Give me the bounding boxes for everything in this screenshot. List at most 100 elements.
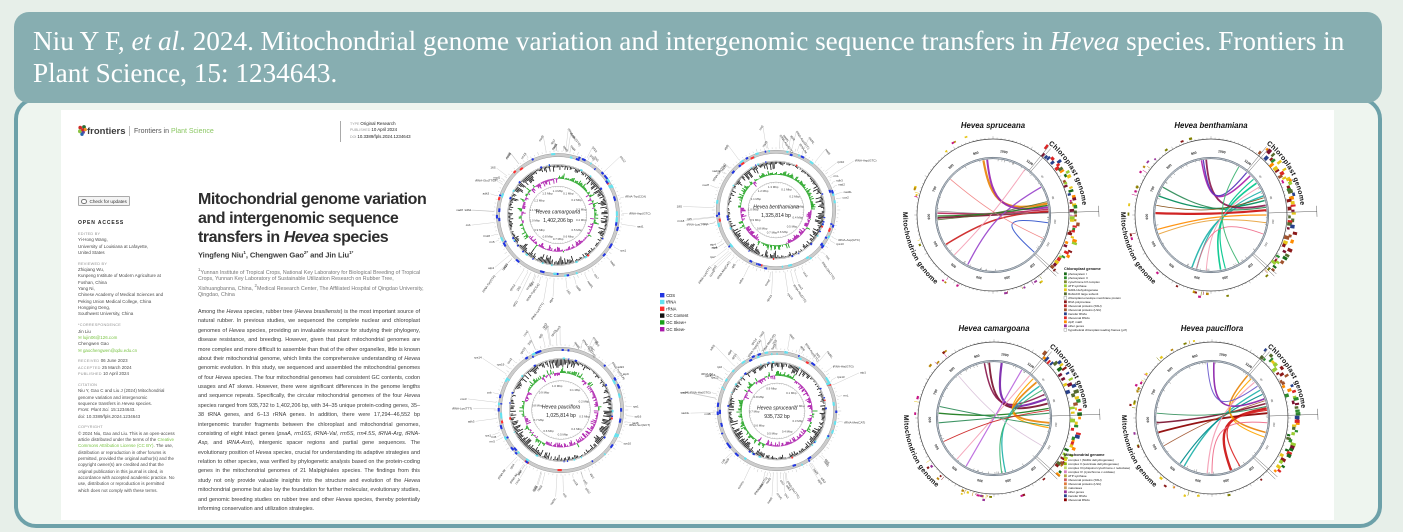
svg-text:0.2 Mbp: 0.2 Mbp	[794, 404, 805, 408]
svg-text:nad4L: nad4L	[808, 136, 816, 145]
svg-text:cox2: cox2	[522, 329, 529, 337]
svg-text:700: 700	[933, 389, 939, 396]
svg-text:ribosomal proteins (SSU): ribosomal proteins (SSU)	[1068, 304, 1102, 308]
svg-text:rrn18: rrn18	[483, 234, 490, 238]
svg-text:0.2 Mbp: 0.2 Mbp	[579, 400, 590, 404]
svg-text:rps19: rps19	[519, 346, 527, 355]
svg-text:RubisCO large subunit: RubisCO large subunit	[1068, 292, 1098, 296]
svg-text:800: 800	[948, 163, 955, 170]
svg-text:rpl10: rpl10	[589, 154, 596, 162]
svg-text:300: 300	[1194, 275, 1201, 280]
svg-text:CDS: CDS	[666, 293, 675, 298]
svg-text:100: 100	[1030, 465, 1037, 472]
svg-text:atp4: atp4	[548, 296, 555, 303]
svg-text:0.8 Mbp: 0.8 Mbp	[757, 226, 768, 230]
svg-text:rps19: rps19	[550, 329, 558, 338]
svg-text:0.3 Mbp: 0.3 Mbp	[579, 414, 590, 418]
svg-text:1.4 Mbp: 1.4 Mbp	[553, 189, 564, 193]
svg-text:Hevea pauciflora: Hevea pauciflora	[542, 405, 580, 411]
svg-text:160: 160	[1264, 445, 1270, 451]
svg-text:ccmC: ccmC	[708, 268, 716, 277]
svg-text:atp1: atp1	[860, 370, 866, 374]
svg-text:complex I (NADH dehydrogenase): complex I (NADH dehydrogenase)	[1068, 458, 1114, 462]
svg-text:rpl5: rpl5	[538, 333, 544, 340]
svg-text:200: 200	[1222, 275, 1229, 280]
svg-text:40: 40	[1041, 377, 1046, 382]
svg-text:120: 120	[1053, 219, 1057, 224]
svg-text:csb: csb	[487, 390, 492, 394]
svg-text:Chloroplast genome: Chloroplast genome	[1064, 267, 1101, 271]
svg-text:1000: 1000	[1218, 149, 1226, 154]
svg-text:other genes: other genes	[1068, 490, 1084, 494]
svg-text:rrn5: rrn5	[758, 124, 765, 131]
svg-text:cob: cob	[713, 246, 718, 250]
svg-text:ATP synthase: ATP synthase	[1068, 474, 1087, 478]
svg-text:rps1: rps1	[633, 405, 639, 409]
svg-text:100: 100	[1029, 262, 1036, 269]
svg-text:18S: 18S	[515, 285, 521, 292]
svg-text:RNA polymerase: RNA polymerase	[1068, 300, 1091, 304]
svg-text:atp8: atp8	[723, 144, 730, 151]
svg-text:80: 80	[1270, 399, 1275, 403]
svg-text:rps4: rps4	[509, 463, 516, 470]
svg-text:0.6 Mbp: 0.6 Mbp	[543, 429, 554, 433]
svg-text:cox1: cox1	[802, 271, 809, 279]
svg-text:ccmB: ccmB	[592, 336, 600, 344]
svg-text:rrn18: rrn18	[572, 478, 579, 486]
svg-text:complex III (ubiquinol cytochr: complex III (ubiquinol cytochrome c redu…	[1068, 466, 1130, 470]
svg-text:atp4: atp4	[711, 246, 717, 250]
svg-text:200: 200	[1223, 478, 1230, 483]
svg-text:other genes: other genes	[1068, 324, 1084, 328]
svg-text:atp4: atp4	[799, 345, 806, 352]
svg-text:ribosomal proteins (LSU): ribosomal proteins (LSU)	[1068, 482, 1101, 486]
svg-text:1,025,814 bp: 1,025,814 bp	[546, 413, 576, 419]
svg-text:nad4L: nad4L	[549, 496, 557, 505]
svg-text:40: 40	[1258, 174, 1263, 179]
svg-text:tRNA-His(GTG): tRNA-His(GTG)	[690, 390, 711, 394]
svg-text:cob: cob	[720, 458, 726, 465]
svg-text:nad1: nad1	[637, 225, 644, 229]
svg-text:300: 300	[977, 478, 984, 483]
svg-text:cox3: cox3	[506, 357, 513, 365]
svg-text:rps3: rps3	[711, 264, 718, 271]
svg-text:nad4L: nad4L	[681, 391, 690, 395]
svg-text:tRNA-Asp(GTC): tRNA-Asp(GTC)	[855, 158, 877, 162]
svg-text:26S: 26S	[527, 339, 533, 346]
svg-text:nad9: nad9	[757, 483, 764, 491]
svg-text:Hevea camargoana: Hevea camargoana	[958, 324, 1030, 333]
svg-text:rrn5: rrn5	[582, 479, 589, 486]
svg-text:0.6 Mbp: 0.6 Mbp	[754, 424, 765, 428]
svg-text:0.3 Mbp: 0.3 Mbp	[793, 205, 804, 209]
svg-text:tRNA: tRNA	[666, 300, 676, 305]
svg-text:ccmC: ccmC	[776, 492, 784, 501]
svg-text:0.5 Mbp: 0.5 Mbp	[558, 432, 569, 436]
svg-text:600: 600	[1145, 214, 1149, 220]
svg-text:0.3 Mbp: 0.3 Mbp	[792, 419, 803, 423]
svg-text:0.9 Mbp: 0.9 Mbp	[539, 391, 550, 395]
svg-text:cox1: cox1	[702, 222, 709, 226]
svg-text:sdh3: sdh3	[709, 344, 716, 352]
svg-text:500: 500	[1151, 240, 1157, 247]
svg-text:atp4: atp4	[488, 266, 494, 270]
svg-text:26S: 26S	[771, 339, 777, 346]
svg-text:rps5: rps5	[593, 155, 600, 162]
svg-text:1.0 Mbp: 1.0 Mbp	[552, 384, 563, 388]
svg-text:adk3: adk3	[483, 191, 490, 195]
svg-text:nad2: nad2	[758, 330, 765, 338]
svg-text:Mitochondrion genome: Mitochondrion genome	[1119, 212, 1157, 286]
svg-text:0.1 Mbp: 0.1 Mbp	[781, 188, 792, 192]
svg-text:200: 200	[1005, 478, 1012, 483]
svg-text:nad4: nad4	[551, 143, 558, 151]
svg-text:complex II (succinate dehydrog: complex II (succinate dehydrogenase)	[1068, 462, 1119, 466]
svg-text:900: 900	[1191, 151, 1198, 156]
svg-text:rrnL: rrnL	[825, 254, 832, 261]
svg-text:80: 80	[1269, 196, 1274, 200]
svg-text:rps1: rps1	[779, 479, 786, 486]
svg-text:rpl10: rpl10	[512, 299, 519, 307]
svg-text:cox2: cox2	[514, 477, 521, 485]
svg-text:0.4 Mbp: 0.4 Mbp	[782, 430, 793, 434]
svg-text:600: 600	[927, 214, 931, 220]
svg-text:tRNA-Met(CAT): tRNA-Met(CAT)	[844, 420, 865, 424]
svg-text:120: 120	[1271, 219, 1275, 224]
svg-text:rps1: rps1	[783, 492, 790, 499]
